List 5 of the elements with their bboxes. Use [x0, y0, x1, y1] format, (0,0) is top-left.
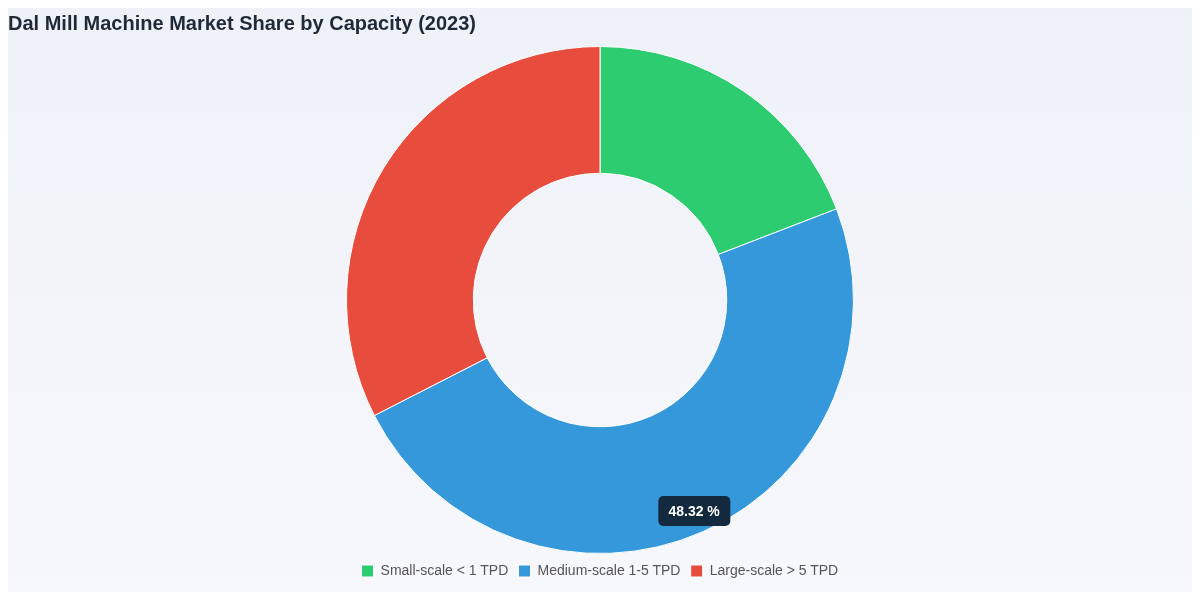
legend-label: Medium-scale 1-5 TPD [537, 561, 681, 578]
legend-label: Small-scale < 1 TPD [380, 561, 509, 578]
chart-title: Dal Mill Machine Market Share by Capacity (2023) [8, 11, 476, 34]
data-label: 48.32 % [658, 495, 730, 526]
legend-label: Large-scale > 5 TPD [709, 561, 839, 578]
